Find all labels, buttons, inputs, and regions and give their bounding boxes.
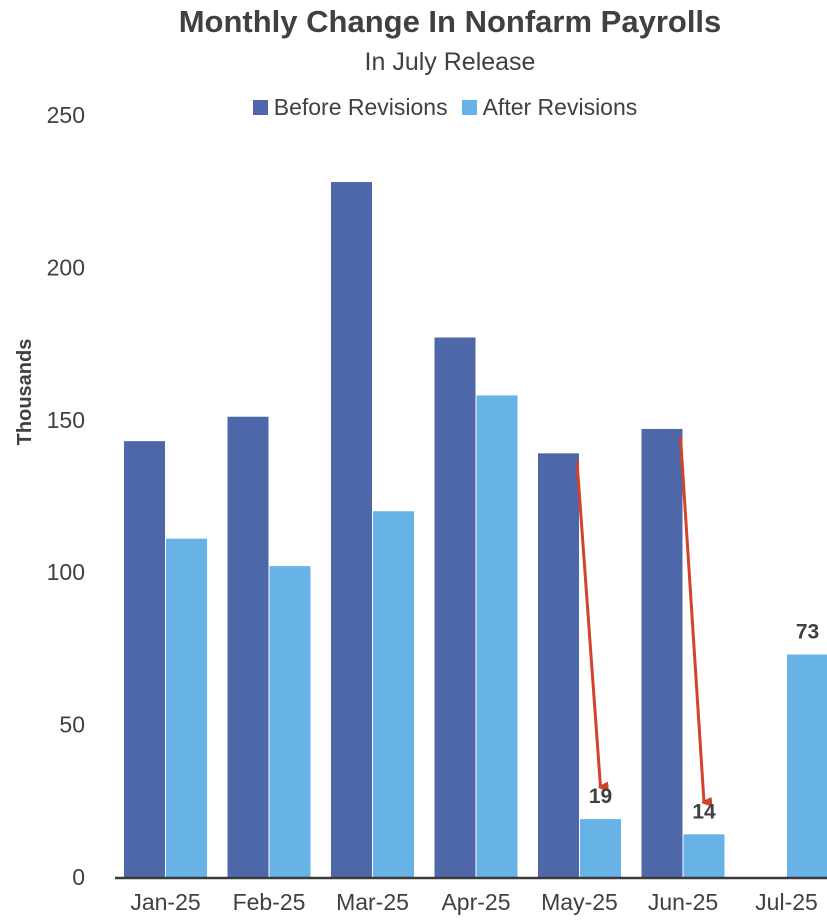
bar-before-revisions (641, 428, 683, 877)
y-tick-label: 0 (72, 864, 85, 890)
bar-after-revisions (580, 819, 621, 877)
chart-title: Monthly Change In Nonfarm Payrolls (178, 4, 722, 39)
legend-swatch-before (252, 100, 268, 115)
x-tick-label: Apr-25 (441, 889, 510, 915)
bar-after-revisions (269, 566, 311, 877)
bar-after-revisions (373, 511, 414, 877)
y-tick-label: 50 (59, 712, 85, 738)
legend-label-before: Before Revisions (273, 94, 448, 120)
legend-label-after: After Revisions (482, 94, 638, 120)
revision-arrow (679, 436, 705, 802)
revision-arrow (575, 461, 601, 787)
bar-before-revisions (538, 453, 579, 877)
bar-before-revisions (227, 416, 269, 877)
bar-after-revisions (476, 395, 518, 877)
data-label: 14 (692, 800, 716, 823)
x-tick-label: Jan-25 (130, 889, 200, 915)
legend-swatch-after (461, 100, 477, 115)
data-label: 19 (589, 785, 612, 808)
bar-after-revisions (787, 654, 827, 877)
chart-subtitle: In July Release (364, 48, 536, 76)
bar-before-revisions (124, 441, 165, 877)
y-tick-label: 200 (47, 254, 85, 280)
x-tick-label: Feb-25 (233, 889, 306, 915)
y-tick-label: 250 (47, 102, 85, 128)
legend: Before Revisions After Revisions (0, 94, 827, 121)
y-tick-label: 150 (47, 407, 85, 433)
bar-before-revisions (331, 182, 372, 877)
x-tick-label: Jul-25 (755, 889, 818, 915)
x-tick-label: Mar-25 (336, 889, 409, 915)
x-tick-label: Jun-25 (648, 889, 718, 915)
data-label: 73 (796, 620, 819, 643)
bar-after-revisions (683, 834, 725, 877)
y-tick-label: 100 (47, 559, 85, 585)
y-axis-label: Thousands (14, 339, 36, 446)
bar-after-revisions (166, 538, 207, 877)
x-tick-label: May-25 (541, 889, 618, 915)
legend-item-after: After Revisions (461, 94, 638, 121)
legend-item-before: Before Revisions (252, 94, 448, 121)
bar-before-revisions (434, 337, 476, 877)
